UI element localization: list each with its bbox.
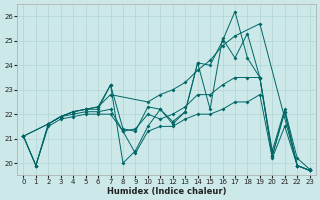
X-axis label: Humidex (Indice chaleur): Humidex (Indice chaleur) xyxy=(107,187,226,196)
